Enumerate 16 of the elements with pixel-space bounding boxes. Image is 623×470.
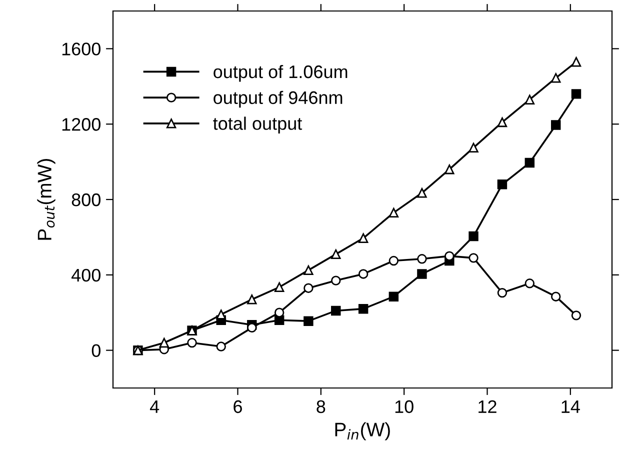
y-tick-label: 0 [92,344,100,358]
y-axis-title: P$_{out}$(mW) [37,159,56,240]
y-tick-label: 1200 [62,118,100,131]
x-tick-label: 8 [316,400,326,414]
x-tick-label: 14 [562,400,580,413]
legend-label: output of 1.06um [214,64,348,82]
x-axis-title: P$_{in}$(W) [335,422,390,440]
x-tick-label: 12 [478,400,496,413]
y-tick-label: 400 [71,268,100,282]
y-tick-label: 800 [72,193,100,206]
legend-label: total output [213,116,302,134]
x-tick-label: 6 [234,400,242,414]
y-tick-label: 1600 [62,42,100,56]
legend-label: output of 946nm [214,90,342,108]
x-tick-label: 10 [395,400,414,414]
x-tick-label: 4 [150,400,160,413]
